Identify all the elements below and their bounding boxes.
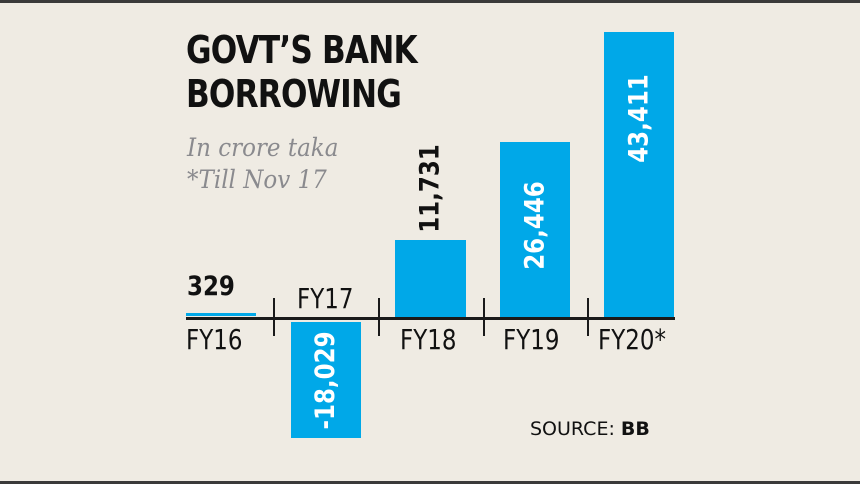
date-note: *Till Nov 17 — [187, 165, 327, 194]
top-edge-bar — [0, 0, 860, 3]
x-axis-tick — [273, 298, 275, 336]
x-axis-tick — [378, 298, 380, 336]
x-axis-tick — [483, 298, 485, 336]
bar-value-fy18: 11,731 — [415, 143, 447, 233]
bar-fy18 — [395, 240, 466, 317]
chart-subtitle: In crore taka *Till Nov 17 — [187, 132, 338, 196]
source-note: SOURCE: BB — [530, 418, 650, 440]
bar-fy17 — [291, 322, 361, 438]
bar-fy16 — [186, 313, 256, 316]
bar-value-fy19: 26,446 — [519, 180, 551, 270]
chart-title-line-2: BORROWING — [186, 72, 402, 116]
bar-value-fy16: 329 — [187, 271, 235, 302]
category-label-fy18: FY18 — [400, 323, 457, 356]
category-label-fy17: FY17 — [297, 282, 354, 315]
x-axis-tick — [587, 298, 589, 336]
x-axis-line — [186, 317, 675, 320]
category-label-fy16: FY16 — [186, 323, 243, 356]
unit-note: In crore taka — [187, 133, 339, 162]
source-prefix: SOURCE: — [530, 418, 615, 440]
chart-title-line-1: GOVT’S BANK — [186, 28, 418, 72]
category-label-fy20: FY20* — [598, 323, 666, 356]
bar-value-fy20: 43,411 — [623, 73, 655, 163]
category-label-fy19: FY19 — [503, 323, 560, 356]
bar-fy20 — [604, 32, 674, 317]
chart-title: GOVT’S BANK BORROWING — [186, 28, 418, 116]
bar-fy19 — [500, 142, 570, 317]
bar-value-fy17: -18,029 — [310, 330, 342, 430]
bottom-edge-bar — [0, 481, 860, 484]
source-name: BB — [620, 418, 650, 440]
